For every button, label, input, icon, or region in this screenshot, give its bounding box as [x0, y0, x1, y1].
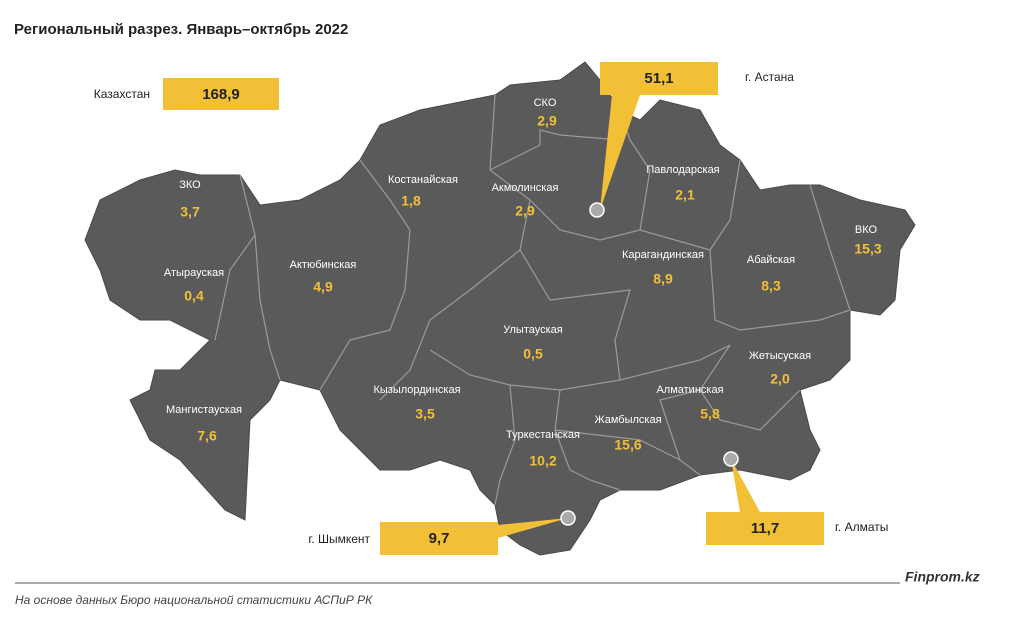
region-name: Актюбинская — [290, 259, 357, 271]
region-name: Улытауская — [503, 324, 563, 336]
region-name: Жамбылская — [594, 414, 661, 426]
region-name: Кызылординская — [373, 384, 460, 396]
callout-pointer — [731, 459, 760, 512]
region-name: Акмолинская — [492, 182, 559, 194]
region-value: 0,5 — [523, 346, 543, 362]
city-dot — [560, 510, 576, 526]
region-value: 3,5 — [415, 406, 435, 422]
callout-pointer — [498, 518, 568, 538]
total-label: Казахстан — [94, 87, 150, 101]
region-name: Мангистауская — [166, 404, 242, 416]
brand: Finprom.kz — [905, 569, 980, 585]
city-value: 11,7 — [751, 520, 779, 537]
city-label: г. Шымкент — [308, 532, 370, 546]
region-value: 15,3 — [854, 241, 881, 257]
region-name: ВКО — [855, 224, 878, 236]
city-dot — [589, 202, 605, 218]
city-value: 51,1 — [644, 70, 673, 87]
region-value: 15,6 — [614, 437, 641, 453]
region-name: СКО — [534, 97, 557, 109]
region-name: Алматинская — [656, 384, 723, 396]
region-name: Туркестанская — [506, 429, 580, 441]
city-box — [380, 522, 498, 555]
region-value: 1,8 — [401, 193, 421, 209]
callout-pointer — [600, 95, 640, 210]
total-box — [163, 78, 279, 110]
title: Региональный разрез. Январь–октябрь 2022 — [14, 21, 348, 38]
region-value: 5,8 — [700, 406, 720, 422]
city-box — [600, 62, 718, 95]
region-value: 10,2 — [529, 453, 556, 469]
region-value: 8,9 — [653, 271, 673, 287]
country-shape — [84, 61, 916, 556]
region-value: 8,3 — [761, 278, 781, 294]
region-name: Абайская — [747, 254, 795, 266]
region-value: 2,0 — [770, 371, 790, 387]
region-borders — [214, 94, 851, 506]
region-value: 0,4 — [184, 288, 204, 304]
region-value: 2,9 — [515, 203, 535, 219]
region-name: Жетысуская — [749, 350, 811, 362]
total-value: 168,9 — [202, 86, 240, 103]
region-value: 2,9 — [537, 113, 557, 129]
source-note: На основе данных Бюро национальной стати… — [15, 593, 373, 607]
region-value: 4,9 — [313, 279, 333, 295]
region-value: 2,1 — [675, 187, 695, 203]
city-dot — [723, 451, 739, 467]
region-name: Костанайская — [388, 174, 458, 186]
city-box — [706, 512, 824, 545]
city-value: 9,7 — [429, 530, 450, 547]
region-name: ЗКО — [179, 179, 201, 191]
city-label: г. Алматы — [835, 520, 888, 534]
region-name: Павлодарская — [646, 164, 719, 176]
region-name: Атырауская — [164, 267, 224, 279]
region-name: Карагандинская — [622, 249, 704, 261]
region-value: 7,6 — [197, 428, 217, 444]
region-value: 3,7 — [180, 204, 200, 220]
city-label: г. Астана — [745, 70, 794, 84]
